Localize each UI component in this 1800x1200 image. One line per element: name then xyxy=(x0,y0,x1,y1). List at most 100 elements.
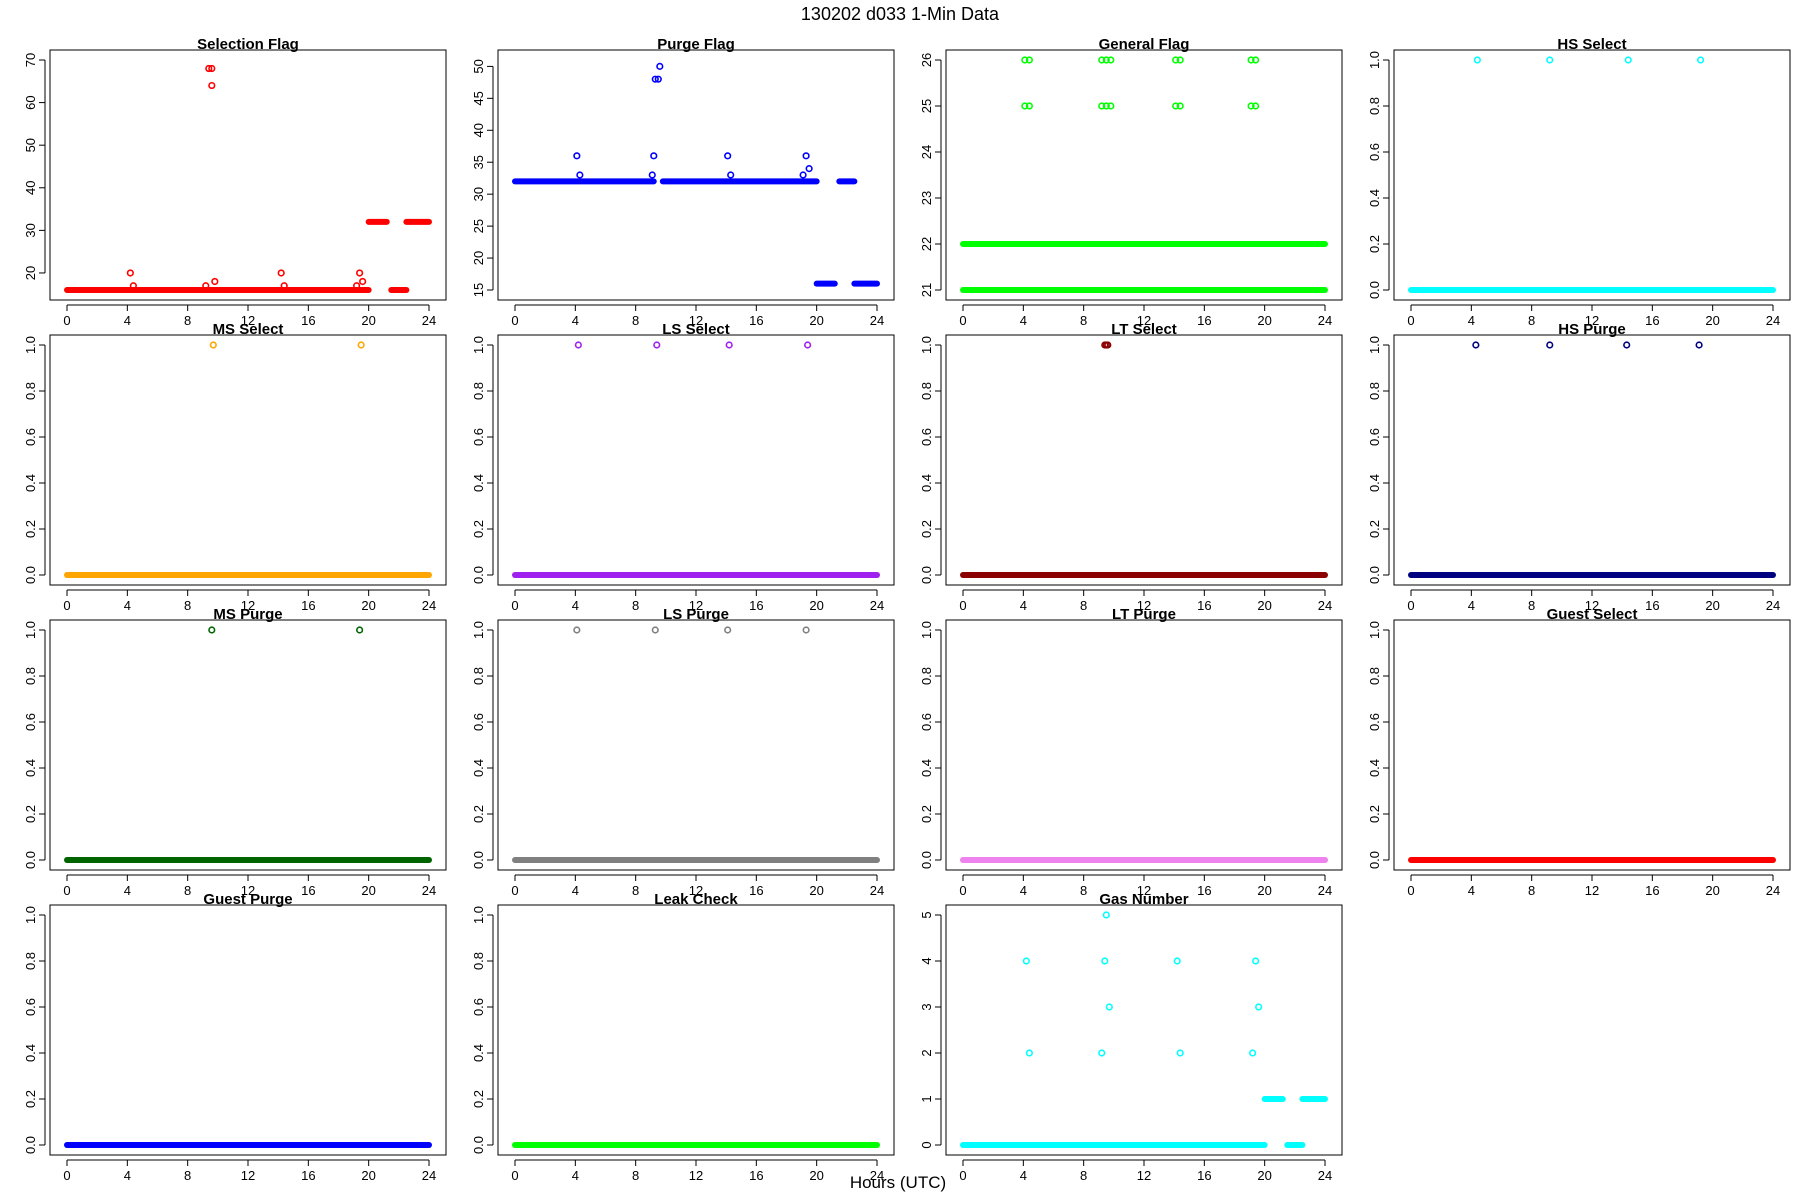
x-tick-label: 12 xyxy=(241,1168,255,1183)
plot-frame xyxy=(497,334,895,586)
y-tick-label: 0.8 xyxy=(23,667,38,685)
x-tick-label: 16 xyxy=(749,883,763,898)
chart-panel-4: HS Select 0 4 8 12 16 20 24 0.0 0.2 0.4 0.6 0.8 1.0 xyxy=(1367,36,1791,328)
panel-title: Guest Select xyxy=(1547,606,1638,623)
y-tick-label: 26 xyxy=(919,53,934,67)
x-tick-label: 0 xyxy=(1407,883,1414,898)
chart-panel-11: LT Purge 0 4 8 12 16 20 24 0.0 0.2 0.4 0.6 0.8 1.0 xyxy=(919,606,1343,898)
data-point xyxy=(653,341,661,349)
data-point xyxy=(1022,957,1030,965)
x-tick-label: 16 xyxy=(749,1168,763,1183)
x-tick-label: 8 xyxy=(1528,313,1535,328)
y-tick-label: 0.6 xyxy=(919,713,934,731)
y-tick-label: 1.0 xyxy=(471,336,486,354)
y-tick-label: 0.2 xyxy=(1367,235,1382,253)
data-point xyxy=(208,626,216,634)
x-tick-label: 0 xyxy=(511,883,518,898)
data-point xyxy=(1472,341,1480,349)
x-tick-label: 16 xyxy=(1645,598,1659,613)
plot-frame xyxy=(49,334,447,586)
y-tick-label: 0.4 xyxy=(1367,759,1382,777)
x-tick-label: 8 xyxy=(1080,598,1087,613)
y-tick-label: 1.0 xyxy=(23,906,38,924)
x-tick-label: 4 xyxy=(1468,598,1475,613)
y-tick-label: 0.2 xyxy=(919,805,934,823)
data-point xyxy=(1021,102,1029,110)
y-tick-label: 1.0 xyxy=(471,906,486,924)
data-point xyxy=(211,277,219,286)
y-tick-label: 0.8 xyxy=(471,952,486,970)
y-tick-label: 0.8 xyxy=(23,952,38,970)
plot-frame xyxy=(49,904,447,1156)
y-tick-label: 0.0 xyxy=(23,1136,38,1154)
plot-frame xyxy=(945,904,1343,1156)
plot-frame xyxy=(49,619,447,871)
y-tick-label: 0.8 xyxy=(1367,382,1382,400)
x-tick-label: 12 xyxy=(241,883,255,898)
chart-panel-5: MS Select 0 4 8 12 16 20 24 0.0 0.2 0.4 0.6 0.8 1.0 xyxy=(23,321,447,613)
data-point xyxy=(1696,56,1705,64)
x-tick-label: 12 xyxy=(1137,1168,1151,1183)
y-tick-label: 20 xyxy=(23,266,38,280)
x-tick-label: 20 xyxy=(1257,883,1271,898)
data-point xyxy=(208,64,216,73)
x-tick-label: 24 xyxy=(1318,1168,1332,1183)
chart-panel-12: Guest Select 0 4 8 12 16 20 24 0.0 0.2 0.4 0.6 0.8 1.… xyxy=(1367,606,1791,898)
y-tick-label: 0.8 xyxy=(471,382,486,400)
data-point xyxy=(209,341,217,349)
y-tick-label: 0.6 xyxy=(23,998,38,1016)
x-tick-label: 12 xyxy=(689,883,703,898)
y-tick-label: 40 xyxy=(471,123,486,137)
y-tick-label: 0.4 xyxy=(1367,474,1382,492)
x-tick-label: 24 xyxy=(422,598,436,613)
data-point xyxy=(1695,341,1703,349)
x-tick-label: 0 xyxy=(959,598,966,613)
panel-title: MS Select xyxy=(213,321,284,338)
y-tick-label: 1.0 xyxy=(919,336,934,354)
x-tick-label: 16 xyxy=(1645,313,1659,328)
y-tick-label: 1.0 xyxy=(1367,621,1382,639)
x-tick-label: 0 xyxy=(511,598,518,613)
x-tick-label: 20 xyxy=(1705,598,1719,613)
data-point xyxy=(1107,102,1115,110)
plot-frame xyxy=(497,49,895,301)
x-tick-label: 16 xyxy=(301,313,315,328)
x-tick-label: 4 xyxy=(572,598,579,613)
data-point xyxy=(1247,56,1255,64)
y-tick-label: 0.2 xyxy=(1367,520,1382,538)
data-point xyxy=(1098,1049,1106,1057)
chart-panel-14: Leak Check 0 4 8 12 16 20 24 0.0 0.2 0.4 0.6 0.8 1.0 xyxy=(471,891,895,1183)
data-point xyxy=(1255,1003,1263,1011)
x-tick-label: 4 xyxy=(1020,313,1027,328)
panel-title: MS Purge xyxy=(213,606,282,623)
data-point xyxy=(805,165,813,173)
y-tick-label: 0.6 xyxy=(471,428,486,446)
y-tick-label: 15 xyxy=(471,283,486,297)
x-tick-label: 8 xyxy=(1080,1168,1087,1183)
panel-title: Selection Flag xyxy=(197,36,299,53)
y-tick-label: 0.2 xyxy=(471,520,486,538)
x-tick-label: 8 xyxy=(184,313,191,328)
x-tick-label: 0 xyxy=(1407,598,1414,613)
y-tick-label: 0.0 xyxy=(23,851,38,869)
x-tick-label: 20 xyxy=(1257,1168,1271,1183)
x-tick-label: 0 xyxy=(959,883,966,898)
x-tick-label: 8 xyxy=(184,598,191,613)
x-tick-label: 20 xyxy=(361,313,375,328)
data-point xyxy=(356,269,364,277)
x-tick-label: 8 xyxy=(1528,883,1535,898)
data-point xyxy=(1252,56,1260,64)
x-tick-label: 4 xyxy=(124,1168,131,1183)
y-tick-label: 0.4 xyxy=(23,474,38,492)
y-tick-label: 25 xyxy=(919,99,934,113)
y-tick-label: 0.0 xyxy=(919,851,934,869)
y-tick-label: 0.6 xyxy=(471,998,486,1016)
chart-panel-6: LS Select 0 4 8 12 16 20 24 0.0 0.2 0.4 0.6 0.8 1.0 xyxy=(471,321,895,613)
y-tick-label: 0.0 xyxy=(1367,281,1382,299)
data-point xyxy=(1546,56,1554,64)
x-tick-label: 24 xyxy=(422,883,436,898)
y-tick-label: 0.2 xyxy=(471,805,486,823)
y-tick-label: 0.8 xyxy=(1367,97,1382,115)
panel-title: HS Purge xyxy=(1558,321,1626,338)
data-point xyxy=(1098,102,1106,110)
